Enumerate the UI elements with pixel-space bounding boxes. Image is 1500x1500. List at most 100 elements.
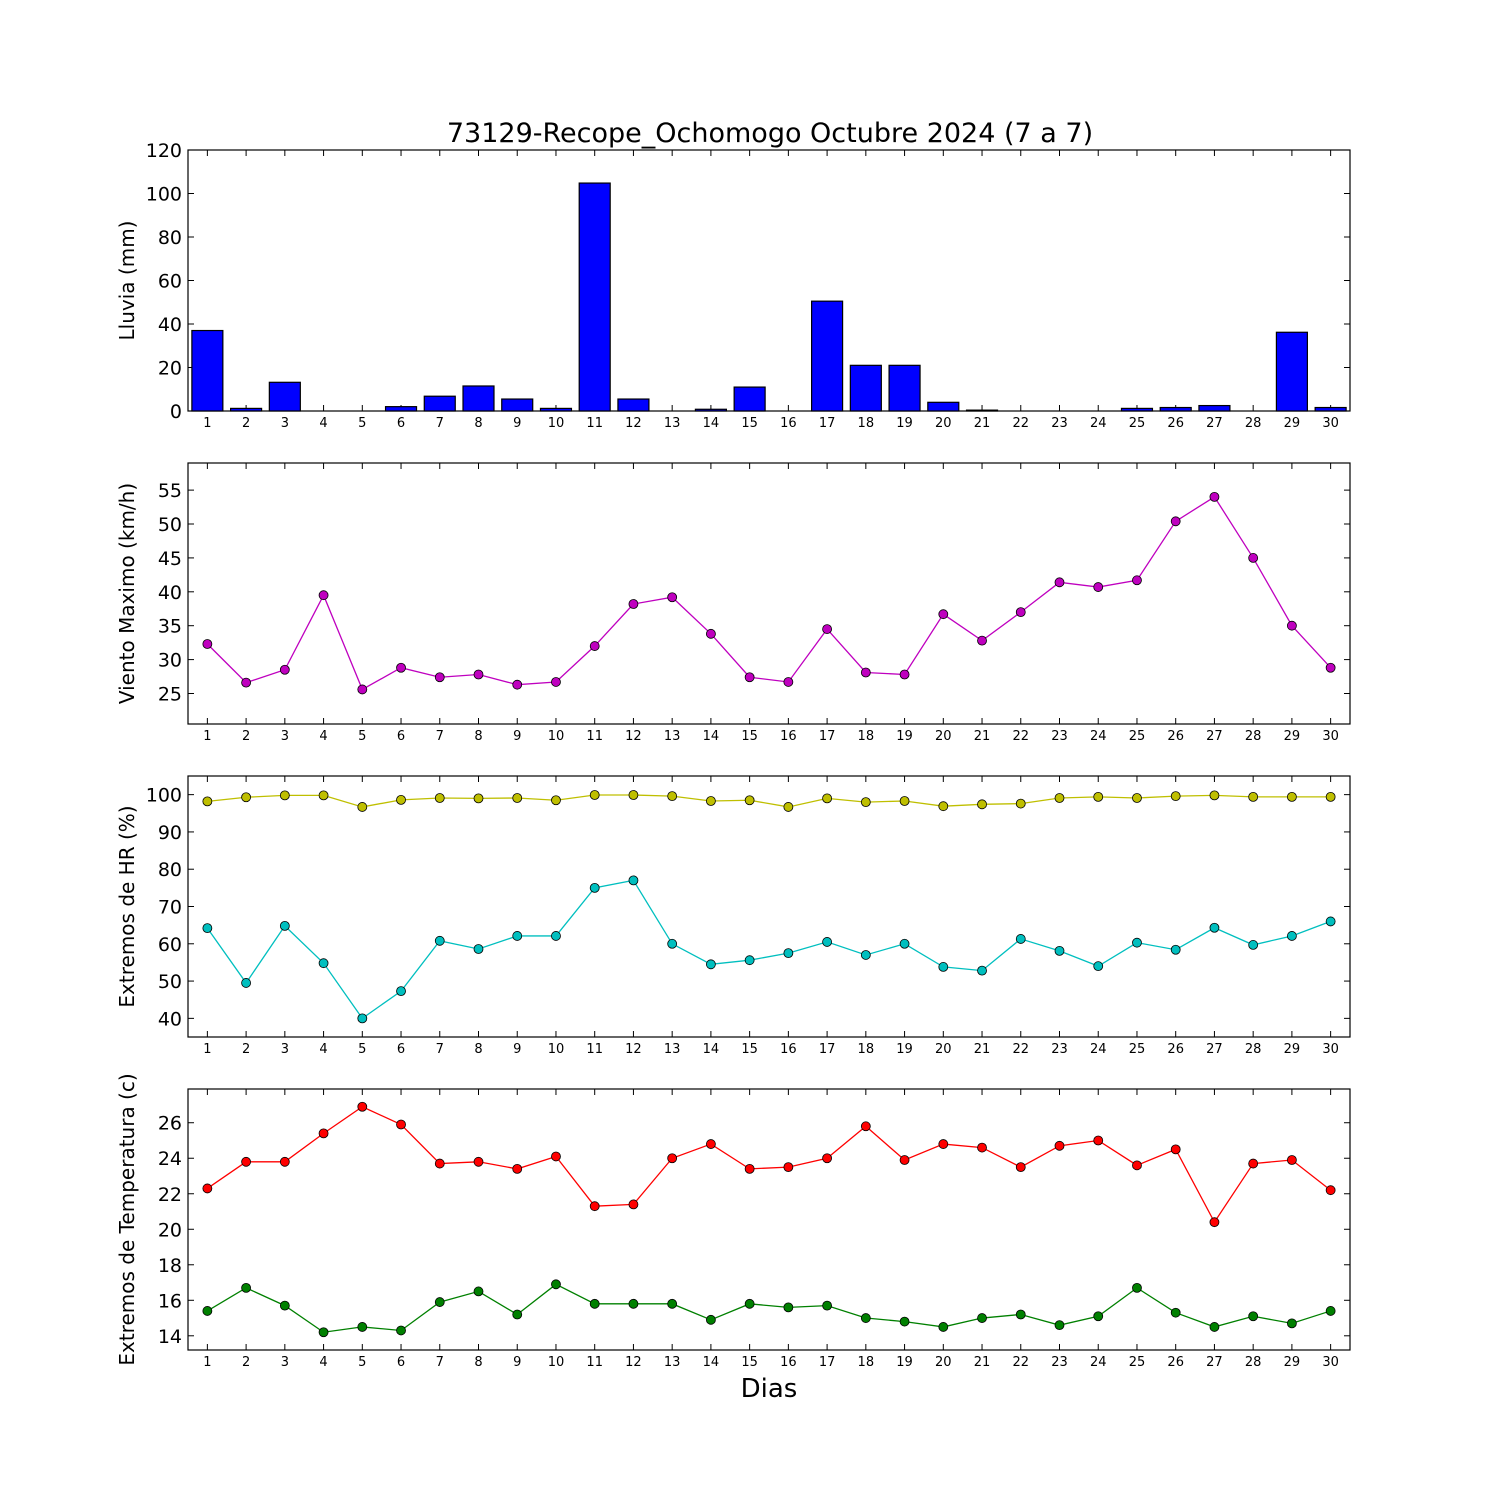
data-point bbox=[551, 677, 561, 687]
x-tick-label: 14 bbox=[703, 729, 720, 744]
data-point bbox=[822, 1153, 832, 1164]
x-tick-label: 23 bbox=[1051, 1355, 1068, 1370]
data-point bbox=[783, 1162, 794, 1173]
data-point bbox=[822, 937, 832, 947]
data-point bbox=[279, 664, 290, 675]
data-point bbox=[357, 1101, 368, 1112]
x-tick-label: 1 bbox=[203, 729, 211, 744]
x-tick-label: 14 bbox=[703, 1355, 720, 1370]
bar bbox=[1314, 406, 1347, 412]
x-tick-label: 11 bbox=[586, 1355, 603, 1370]
x-tick-label: 13 bbox=[664, 729, 681, 744]
data-point bbox=[1093, 1311, 1104, 1322]
data-point bbox=[628, 790, 639, 800]
x-tick-label: 30 bbox=[1322, 416, 1339, 431]
data-point bbox=[1132, 1282, 1142, 1293]
x-tick-label: 5 bbox=[358, 729, 366, 744]
y-tick-label: 50 bbox=[158, 971, 182, 993]
data-point bbox=[589, 1298, 600, 1309]
data-point bbox=[396, 662, 406, 673]
y-tick-label: 100 bbox=[146, 785, 182, 807]
x-tick-label: 19 bbox=[896, 416, 913, 431]
x-tick-label: 7 bbox=[436, 1042, 444, 1057]
x-tick-label: 25 bbox=[1129, 1042, 1146, 1057]
data-point bbox=[1015, 798, 1026, 809]
x-tick-label: 3 bbox=[281, 1355, 289, 1370]
x-tick-label: 26 bbox=[1167, 1355, 1184, 1370]
data-point bbox=[1325, 916, 1336, 927]
x-tick-label: 25 bbox=[1129, 1355, 1146, 1370]
y-tick-label: 55 bbox=[158, 480, 182, 502]
x-tick-label: 16 bbox=[780, 729, 797, 744]
x-tick-label: 9 bbox=[513, 729, 521, 744]
data-point bbox=[1054, 793, 1065, 803]
data-point bbox=[318, 1327, 329, 1338]
data-point bbox=[551, 1279, 561, 1290]
y-axis-label: Extremos de Temperatura (c) bbox=[115, 1073, 139, 1365]
plot-frame bbox=[187, 1088, 1351, 1351]
x-tick-label: 21 bbox=[974, 416, 991, 431]
data-point bbox=[241, 677, 252, 688]
data-point bbox=[1248, 791, 1259, 802]
data-point bbox=[279, 1156, 290, 1167]
x-tick-label: 26 bbox=[1167, 1042, 1184, 1057]
y-tick-label: 35 bbox=[158, 616, 182, 638]
x-tick-label: 30 bbox=[1322, 1355, 1339, 1370]
x-tick-label: 3 bbox=[281, 729, 289, 744]
bar bbox=[1198, 404, 1231, 412]
x-tick-label: 17 bbox=[819, 1042, 836, 1057]
series-line bbox=[207, 1283, 1331, 1333]
y-tick-label: 40 bbox=[158, 582, 182, 604]
data-point bbox=[628, 1298, 639, 1309]
bar bbox=[462, 385, 495, 412]
data-point bbox=[357, 802, 368, 812]
data-point bbox=[434, 1158, 445, 1169]
x-tick-label: 24 bbox=[1090, 729, 1107, 744]
y-tick-label: 60 bbox=[158, 271, 182, 293]
data-point bbox=[1170, 1144, 1181, 1155]
data-point bbox=[1093, 791, 1104, 802]
bar bbox=[888, 364, 921, 412]
x-tick-label: 13 bbox=[664, 1042, 681, 1057]
data-point bbox=[1287, 620, 1297, 631]
y-tick-label: 14 bbox=[158, 1326, 182, 1348]
x-tick-label: 10 bbox=[548, 1355, 565, 1370]
series-1 bbox=[202, 1101, 1336, 1228]
y-tick-label: 20 bbox=[158, 1219, 182, 1241]
data-point bbox=[357, 684, 368, 695]
data-point bbox=[899, 938, 910, 949]
data-point bbox=[1209, 1217, 1220, 1228]
data-point bbox=[938, 609, 949, 620]
x-tick-label: 2 bbox=[242, 1355, 250, 1370]
x-axis-label: Dias bbox=[741, 1374, 798, 1404]
data-point bbox=[1325, 1185, 1336, 1196]
x-tick-label: 12 bbox=[625, 416, 642, 431]
x-tick-label: 27 bbox=[1206, 729, 1223, 744]
bar bbox=[733, 386, 766, 412]
data-point bbox=[473, 944, 484, 954]
data-point bbox=[899, 1155, 910, 1165]
x-tick-label: 16 bbox=[780, 1355, 797, 1370]
data-point bbox=[1248, 1158, 1259, 1169]
data-point bbox=[744, 955, 755, 966]
x-tick-label: 11 bbox=[586, 416, 603, 431]
x-tick-label: 23 bbox=[1051, 416, 1068, 431]
data-point bbox=[589, 1201, 600, 1212]
data-point bbox=[551, 795, 561, 806]
data-point bbox=[396, 986, 406, 997]
data-point bbox=[202, 796, 213, 807]
data-point bbox=[1287, 931, 1297, 941]
x-tick-label: 28 bbox=[1245, 1042, 1262, 1057]
data-point bbox=[241, 1282, 252, 1293]
x-tick-label: 8 bbox=[474, 729, 482, 744]
data-point bbox=[202, 923, 213, 934]
y-tick-label: 0 bbox=[170, 401, 182, 423]
data-point bbox=[822, 1300, 832, 1311]
y-tick-label: 16 bbox=[158, 1290, 182, 1312]
data-point bbox=[396, 794, 406, 805]
x-tick-label: 22 bbox=[1012, 729, 1029, 744]
y-tick-label: 40 bbox=[158, 1008, 182, 1030]
x-tick-label: 14 bbox=[703, 1042, 720, 1057]
plot-frame bbox=[187, 149, 1351, 412]
